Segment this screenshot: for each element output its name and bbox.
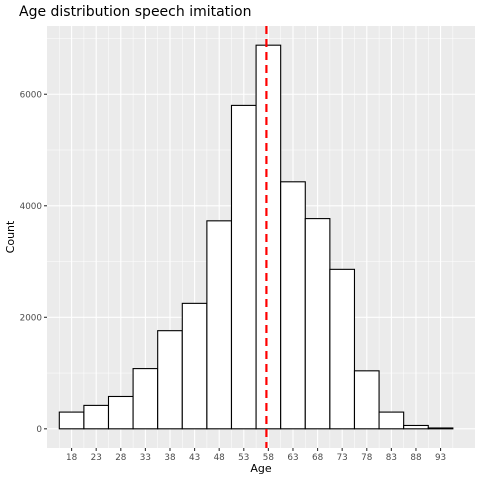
histogram-bar — [255, 44, 282, 430]
histogram-bar — [329, 268, 356, 430]
y-axis: 0 2000 4000 6000 — [20, 90, 47, 435]
x-tick-label: 93 — [435, 453, 446, 463]
x-tick-label: 83 — [386, 453, 397, 463]
x-tick-label: 68 — [312, 453, 323, 463]
x-tick-label: 53 — [238, 453, 249, 463]
histogram-bar — [230, 104, 257, 430]
y-tick-label: 6000 — [20, 90, 43, 100]
histogram-bar — [304, 218, 331, 430]
x-tick-label: 88 — [410, 453, 421, 463]
histogram-bars — [58, 44, 454, 430]
chart-title: Age distribution speech imitation — [19, 4, 252, 20]
x-tick-label: 73 — [337, 453, 348, 463]
histogram-bar — [58, 411, 85, 430]
x-tick-label: 58 — [263, 453, 274, 463]
histogram-bar — [280, 181, 306, 430]
x-axis: 18 23 28 33 38 43 48 53 58 63 68 73 78 83 88 93 — [66, 448, 446, 463]
histogram-bar — [403, 424, 429, 430]
histogram-bar — [83, 404, 110, 430]
y-tick-label: 4000 — [20, 202, 43, 212]
histogram-bar — [206, 220, 233, 430]
histogram-bar — [378, 411, 405, 430]
histogram-bar — [181, 302, 208, 430]
x-tick-label: 63 — [287, 453, 298, 463]
x-tick-label: 38 — [164, 453, 175, 463]
x-tick-label: 23 — [91, 453, 102, 463]
y-tick-label: 2000 — [20, 313, 43, 323]
x-tick-label: 78 — [361, 453, 372, 463]
x-tick-label: 18 — [66, 453, 77, 463]
histogram-bar — [353, 370, 380, 430]
histogram-bar — [427, 427, 454, 430]
x-axis-title: Age — [250, 462, 272, 475]
y-tick-label: 0 — [36, 425, 42, 435]
histogram-bar — [107, 395, 134, 430]
x-tick-label: 48 — [214, 453, 225, 463]
histogram-bar — [157, 330, 183, 430]
x-tick-label: 43 — [189, 453, 200, 463]
histogram-bar — [132, 368, 159, 430]
x-tick-label: 28 — [115, 453, 126, 463]
x-tick-label: 33 — [140, 453, 151, 463]
y-axis-title: Count — [4, 220, 17, 253]
